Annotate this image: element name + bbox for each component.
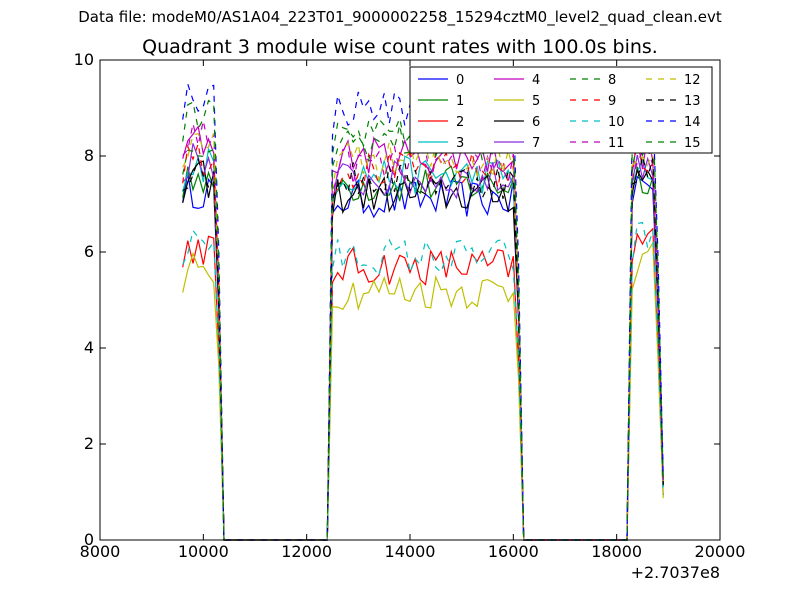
- x-tick-label: 16000: [488, 542, 539, 561]
- legend-label-4: 4: [532, 73, 540, 88]
- y-tick-label: 2: [84, 434, 94, 453]
- legend-label-13: 13: [684, 94, 701, 109]
- legend-label-0: 0: [456, 73, 464, 88]
- x-tick-label: 10000: [178, 542, 229, 561]
- series-line-13: [182, 155, 664, 541]
- x-offset-label: +2.7037e8: [631, 563, 720, 582]
- x-tick-label: 18000: [591, 542, 642, 561]
- axis-ticks: 8000 10000 12000 14000 16000 18000 20000 0 2 4 6 8 1…: [74, 50, 746, 561]
- y-tick-label: 8: [84, 146, 94, 165]
- series-line-0: [182, 172, 664, 541]
- legend-label-10: 10: [608, 115, 625, 130]
- series-line-6: [182, 160, 664, 541]
- series-line-12: [182, 133, 664, 541]
- legend-label-14: 14: [684, 115, 701, 130]
- series-line-3: [182, 146, 664, 541]
- figure-suptitle: Data file: modeM0/AS1A04_223T01_90000022…: [78, 8, 722, 26]
- legend-label-3: 3: [456, 136, 464, 151]
- legend-label-15: 15: [684, 136, 701, 151]
- y-tick-label: 0: [84, 530, 94, 549]
- y-tick-label: 4: [84, 338, 94, 357]
- legend-box: [409, 66, 713, 154]
- series-line-5: [182, 240, 664, 541]
- chart-title: Quadrant 3 module wise count rates with …: [142, 36, 658, 58]
- x-tick-label: 14000: [385, 542, 436, 561]
- x-tick-label: 8000: [80, 542, 121, 561]
- x-tick-label: 12000: [281, 542, 332, 561]
- legend-label-2: 2: [456, 115, 464, 130]
- series-line-7: [182, 143, 664, 541]
- legend-label-12: 12: [684, 73, 701, 88]
- series-line-2: [182, 227, 664, 541]
- legend-label-1: 1: [456, 94, 464, 109]
- legend-label-6: 6: [532, 115, 540, 130]
- x-tick-label: 20000: [695, 542, 746, 561]
- legend-label-5: 5: [532, 94, 540, 109]
- legend-label-11: 11: [608, 136, 625, 151]
- legend-label-9: 9: [608, 94, 616, 109]
- y-tick-label: 6: [84, 242, 94, 261]
- y-tick-label: 10: [74, 50, 94, 69]
- series-line-9: [182, 137, 664, 541]
- series-line-10: [182, 221, 664, 541]
- series-line-1: [182, 165, 664, 541]
- legend-label-8: 8: [608, 73, 616, 88]
- legend-label-7: 7: [532, 136, 540, 151]
- series-line-15: [182, 99, 664, 541]
